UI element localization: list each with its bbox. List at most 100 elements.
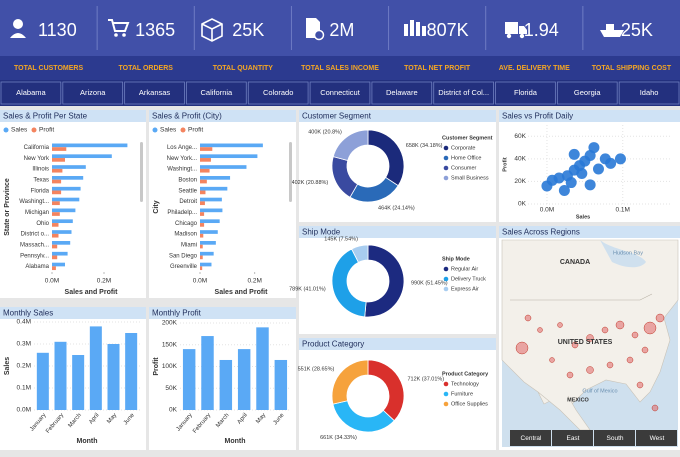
slicer-item[interactable]	[371, 81, 433, 105]
slicer-item[interactable]	[186, 81, 247, 105]
bar	[200, 212, 205, 216]
bar	[52, 201, 60, 206]
slicer-item[interactable]	[124, 81, 185, 105]
map-label: Hudson Bay	[613, 250, 643, 256]
panel	[0, 110, 146, 298]
data-label: 789K (41.01%)	[289, 287, 326, 293]
region-button-label: Central	[521, 435, 543, 442]
bar	[52, 197, 80, 202]
slicer-label: Connecticut	[320, 88, 361, 97]
bar	[200, 208, 223, 213]
slicer-label: Arkansas	[139, 88, 171, 97]
bar	[200, 262, 212, 267]
data-label: 990K (51.45%)	[411, 280, 448, 286]
legend-swatch	[443, 381, 449, 387]
panel-header	[299, 338, 496, 350]
x-axis-label: Month	[77, 438, 98, 445]
donut-slice	[332, 129, 369, 162]
map-bubble	[606, 361, 614, 369]
legend-swatch	[443, 276, 449, 282]
legend-swatch	[443, 286, 449, 292]
y-tick-label: Michigan	[25, 210, 49, 216]
y-tick-label: Philadelp...	[167, 210, 197, 216]
panel-header	[0, 307, 146, 319]
legend-swatch	[443, 165, 449, 171]
region-button[interactable]	[510, 430, 551, 446]
slicer-item[interactable]	[556, 81, 618, 105]
slicer-label: California	[201, 88, 234, 97]
map-bubble	[549, 357, 555, 363]
bar	[200, 158, 211, 162]
region-button[interactable]	[552, 430, 593, 446]
kpi-label: TOTAL ORDERS	[118, 65, 173, 72]
map-bubble	[651, 404, 659, 412]
bar	[52, 158, 65, 162]
map: CANADA UNITED STATES MEXICO Hudson Bay Gulf …	[501, 239, 679, 447]
y-tick-label: Madison	[174, 232, 197, 238]
legend-swatch	[443, 175, 449, 181]
legend-label: Regular Air	[451, 266, 478, 272]
data-label: 145K (7.54%)	[324, 237, 358, 243]
slicer-item[interactable]	[247, 81, 309, 105]
region-button-label: West	[650, 435, 665, 442]
region-button[interactable]	[636, 430, 677, 446]
bar	[200, 223, 205, 227]
legend-label: Office Supplies	[451, 401, 488, 407]
map-bubble	[571, 341, 579, 349]
legend-label: Profit	[188, 127, 203, 134]
bar	[54, 341, 67, 410]
bar	[200, 251, 214, 256]
scatter-point	[588, 142, 600, 154]
slicer-item[interactable]	[62, 81, 124, 105]
slicer-item[interactable]	[309, 81, 371, 105]
bar	[52, 186, 81, 191]
map-bubble	[631, 331, 639, 339]
y-tick-label: 40K	[514, 156, 526, 163]
y-tick-label: Seattle	[178, 188, 197, 194]
legend-label: Small Business	[451, 175, 489, 181]
bar	[201, 336, 214, 410]
icon-cart	[114, 33, 118, 37]
bar	[200, 201, 205, 206]
y-tick-label: 100K	[162, 363, 178, 370]
y-tick-label: 0.3M	[17, 341, 31, 348]
panel-header	[499, 226, 680, 238]
icon-cart	[122, 33, 126, 37]
scatter-point	[565, 177, 577, 189]
y-tick-label: Boston	[178, 177, 197, 183]
region-button-label: East	[566, 435, 579, 442]
y-tick-label: 150K	[162, 341, 178, 348]
slicer-item[interactable]	[433, 81, 494, 105]
panel-title: Sales & Profit (City)	[152, 112, 222, 121]
legend-title: Ship Mode	[442, 256, 470, 262]
kpi-label: TOTAL SALES INCOME	[301, 65, 379, 72]
kpi-label: AVE. DELIVERY TIME	[499, 65, 570, 72]
bar	[52, 143, 128, 148]
bar	[200, 244, 203, 249]
legend-title: Product Category	[442, 371, 489, 377]
x-tick-label: 0.2M	[97, 278, 111, 285]
y-axis-label: Profit	[502, 157, 508, 172]
x-axis-label: Sales	[576, 214, 590, 220]
slicer-item[interactable]	[495, 81, 556, 105]
bar	[52, 154, 112, 159]
panel	[499, 110, 680, 222]
slicer-item[interactable]	[618, 81, 680, 105]
legend-swatch	[31, 127, 37, 133]
bar	[200, 143, 263, 148]
legend-title: Customer Segment	[442, 135, 493, 141]
bar	[52, 233, 59, 238]
region-button[interactable]	[594, 430, 635, 446]
map-bubble	[586, 366, 594, 374]
y-tick-label: Greenville	[170, 264, 198, 270]
slicer-label: Delaware	[386, 88, 418, 97]
bar	[200, 233, 204, 238]
legend-swatch	[443, 155, 449, 161]
y-tick-label: New York	[24, 156, 50, 162]
kpi-label: TOTAL CUSTOMERS	[14, 65, 83, 72]
bar	[107, 344, 120, 410]
panel-title: Product Category	[302, 340, 364, 349]
slicer-item[interactable]	[0, 81, 62, 105]
bar	[52, 176, 84, 180]
scatter-point	[576, 168, 588, 180]
